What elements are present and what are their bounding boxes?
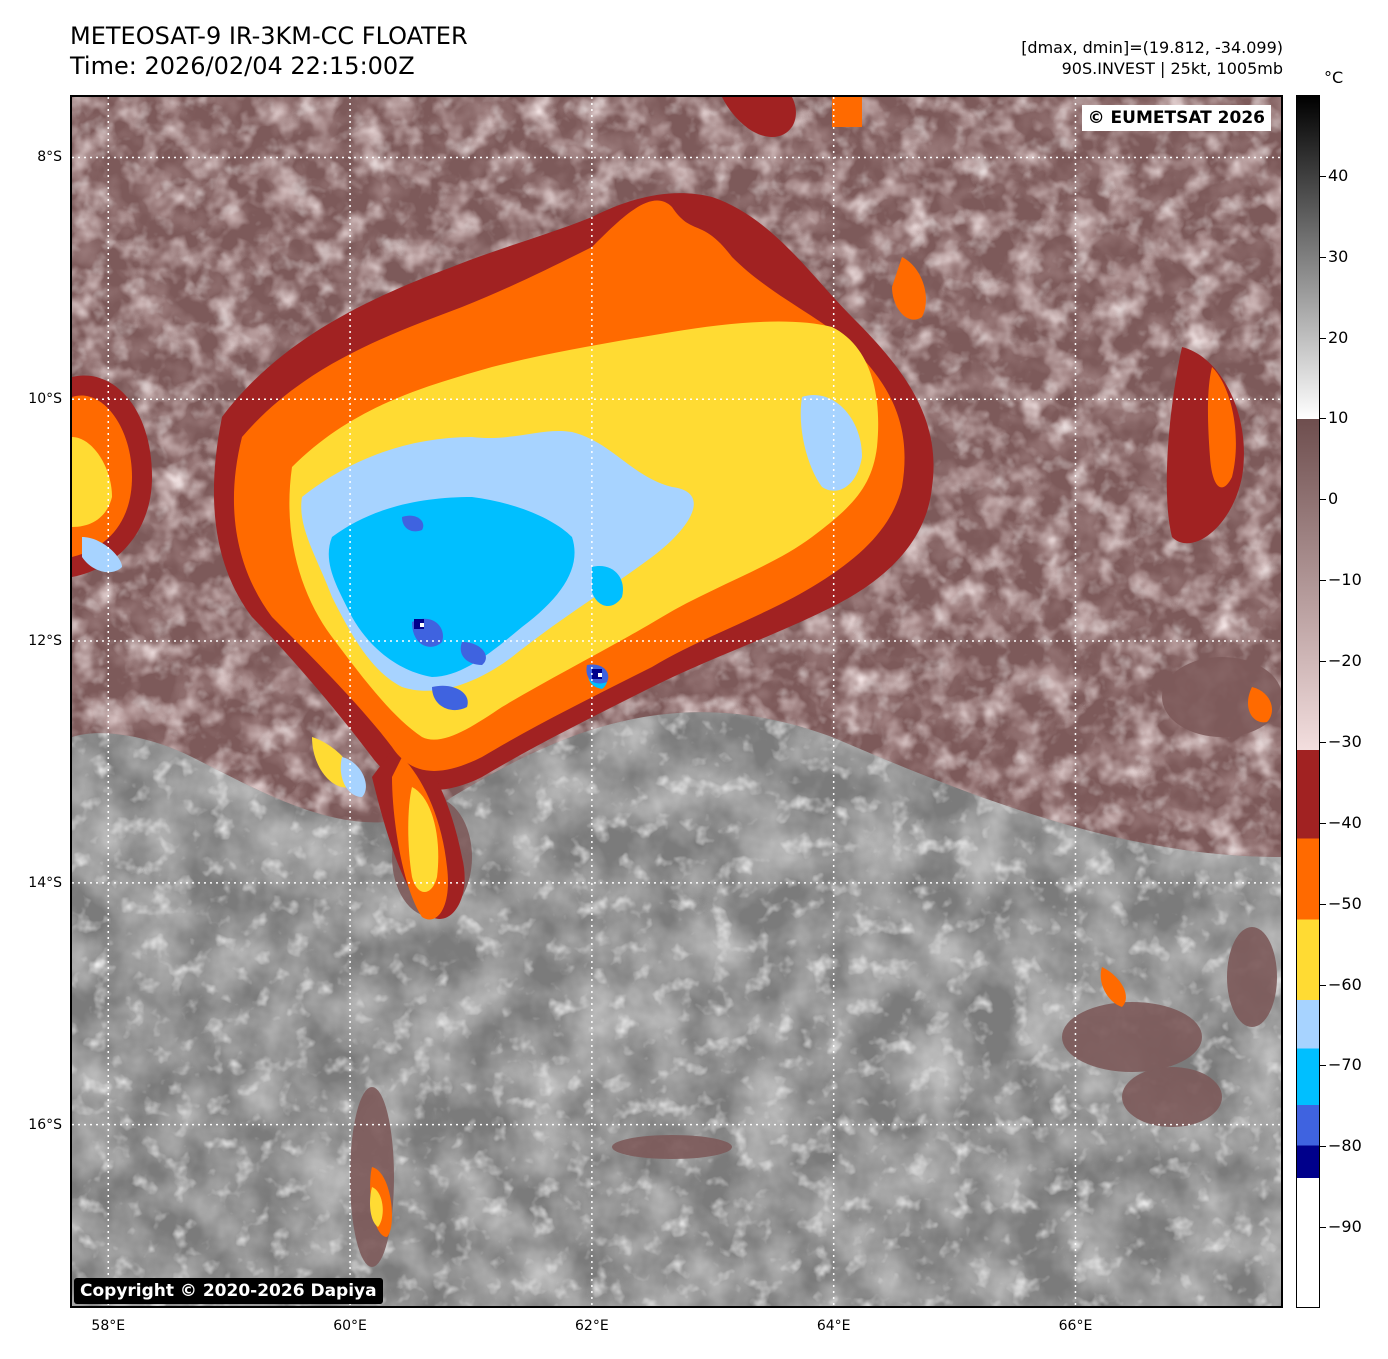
colorbar-tick	[1320, 1146, 1326, 1148]
lat-label: 16°S	[28, 1116, 62, 1133]
colorbar-tick-label: 0	[1328, 489, 1339, 509]
colorbar-tick-label: −40	[1328, 812, 1362, 832]
colorbar-tick-label: −20	[1328, 651, 1362, 671]
colorbar-tick	[1320, 337, 1326, 339]
colorbar	[1296, 95, 1320, 1308]
lat-label: 12°S	[28, 633, 62, 650]
colorbar-tick-label: −80	[1328, 1136, 1362, 1156]
title-time: Time: 2026/02/04 22:15:00Z	[70, 52, 415, 80]
lat-label: 10°S	[28, 391, 62, 408]
lon-label: 62°E	[575, 1318, 609, 1334]
colorbar-tick	[1320, 499, 1326, 501]
dapiya-credit: Copyright © 2020-2026 Dapiya	[74, 1278, 383, 1304]
ir-imagery	[72, 97, 1281, 1306]
colorbar-tick	[1320, 741, 1326, 743]
colorbar-tick-label: −70	[1328, 1055, 1362, 1075]
colorbar-tick-label: 40	[1328, 165, 1349, 185]
colorbar-tick	[1320, 580, 1326, 582]
title-satellite: METEOSAT-9 IR-3KM-CC FLOATER	[70, 22, 468, 50]
lat-label: 8°S	[37, 149, 62, 166]
colorbar-tick-label: −60	[1328, 974, 1362, 994]
colorbar-tick-label: −30	[1328, 731, 1362, 751]
colorbar-tick-label: 30	[1328, 246, 1349, 266]
satellite-map: © EUMETSAT 2026 Copyright © 2020-2026 Da…	[70, 95, 1283, 1308]
colorbar-tick	[1320, 984, 1326, 986]
colorbar-tick	[1320, 903, 1326, 905]
lon-label: 60°E	[333, 1318, 367, 1334]
colorbar-tick-label: −10	[1328, 570, 1362, 590]
lat-label: 14°S	[28, 874, 62, 891]
colorbar-tick-label: 10	[1328, 408, 1349, 428]
colorbar-tick	[1320, 661, 1326, 663]
colorbar-tick	[1320, 175, 1326, 177]
info-dmax-dmin: [dmax, dmin]=(19.812, -34.099)	[1021, 38, 1283, 57]
info-storm: 90S.INVEST | 25kt, 1005mb	[1061, 59, 1283, 78]
eumetsat-watermark: © EUMETSAT 2026	[1081, 105, 1271, 131]
colorbar-tick-label: 20	[1328, 327, 1349, 347]
colorbar-unit: °C	[1324, 68, 1344, 87]
colorbar-tick	[1320, 1227, 1326, 1229]
lon-label: 64°E	[816, 1318, 851, 1334]
lon-label: 66°E	[1058, 1318, 1093, 1334]
colorbar-tick	[1320, 1065, 1326, 1067]
colorbar-tick-label: −90	[1328, 1217, 1362, 1237]
colorbar-tick	[1320, 822, 1326, 824]
colorbar-tick	[1320, 418, 1326, 420]
lon-label: 58°E	[91, 1318, 126, 1334]
colorbar-tick-label: −50	[1328, 893, 1362, 913]
colorbar-tick	[1320, 256, 1326, 258]
